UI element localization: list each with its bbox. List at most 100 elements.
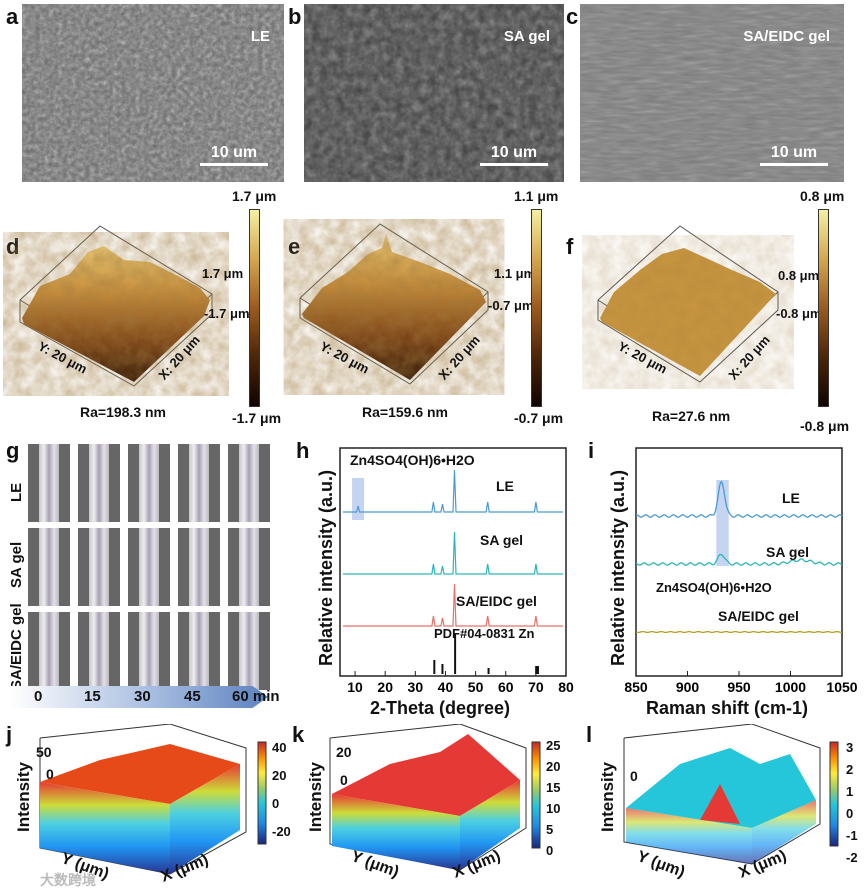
colorbar-max: 0.8 μm <box>800 188 845 204</box>
xrd-tick-label: 60 <box>498 679 514 695</box>
colorbar-min: -0.7 μm <box>514 410 564 426</box>
zinc-strip <box>189 612 209 690</box>
afm-ra: Ra=27.6 nm <box>652 408 731 424</box>
optical-cell <box>78 444 120 522</box>
sem-texture-sa-eidc <box>580 4 844 182</box>
raman-annotation: Zn4SO4(OH)6•H2O <box>656 580 772 595</box>
zinc-strip <box>189 528 209 606</box>
afm-ra: Ra=198.3 nm <box>80 404 166 420</box>
zinc-strip <box>239 444 259 522</box>
panel-label-k: k <box>292 722 305 747</box>
cbar-l-tick: -2 <box>846 850 858 865</box>
afm-surface-d <box>19 225 213 387</box>
optical-cell <box>178 444 220 522</box>
raman-frame <box>635 447 843 677</box>
optical-cell <box>128 444 170 522</box>
cbar-k-tick: 0 <box>546 843 554 858</box>
panel-label-l: l <box>586 722 593 747</box>
raman-map-l <box>623 724 839 865</box>
xrd-line-0 <box>343 469 563 513</box>
cbar-k-tick: 10 <box>546 801 561 816</box>
cbar-k-tick: 5 <box>546 822 554 837</box>
cbar-j-tick: 0 <box>272 796 280 811</box>
optical-cell <box>28 528 70 606</box>
optical-cell <box>178 612 220 690</box>
zinc-strip <box>189 444 209 522</box>
afm-z-top: 1.7 μm <box>202 266 244 281</box>
optical-cell <box>228 528 270 606</box>
zinc-strip <box>89 444 109 522</box>
xrd-tick-label: 30 <box>408 679 424 695</box>
map-k-zlabel-tick: 0 <box>340 772 348 788</box>
panel-label-j: j <box>6 722 13 747</box>
afm-colorbar <box>818 209 829 407</box>
time-label: 30 <box>134 688 151 705</box>
sem-texture-sa <box>304 4 564 182</box>
afm-z-bottom: -0.8 μm <box>776 306 822 321</box>
raman-line-0 <box>636 480 843 518</box>
cbar-k-tick: 20 <box>546 759 561 774</box>
xrd-highlight <box>352 478 365 520</box>
scale-bar: 10 um <box>200 144 268 166</box>
xrd-ylabel: Relative intensity (a.u.) <box>316 469 336 666</box>
optical-cell <box>78 612 120 690</box>
afm-z-bottom: -1.7 μm <box>204 306 250 321</box>
panel-label-g: g <box>6 438 20 463</box>
sem-title: SA/EIDC gel <box>743 28 830 45</box>
raman-tick-label: 950 <box>727 679 751 695</box>
xrd-line-1 <box>343 531 563 575</box>
xrd-ticks: 10 20 30 40 50 60 70 80 <box>347 671 574 695</box>
cbar-j-tick: 40 <box>272 740 287 755</box>
map-l-zlabel-tick: 0 <box>630 768 638 784</box>
xrd-tick-label: 70 <box>528 679 544 695</box>
optical-cell <box>228 444 270 522</box>
panel-label-c: c <box>566 4 579 29</box>
colorbar-min: -0.8 μm <box>800 418 850 434</box>
sem-image-sa-eidc-gel: SA/EIDC gel 10 um <box>580 4 844 182</box>
xrd-frame <box>339 447 567 677</box>
xrd-xlabel: 2-Theta (degree) <box>370 698 511 718</box>
raman-legend-sa: SA gel <box>766 544 810 560</box>
zinc-strip <box>239 612 259 690</box>
raman-ticks: 850 900 950 1000 1050 <box>624 671 858 695</box>
optical-cell <box>128 612 170 690</box>
xrd-annotation: Zn4SO4(OH)6•H2O <box>350 452 475 468</box>
afm-colorbar <box>531 209 542 407</box>
panel-label-a: a <box>6 4 19 29</box>
xrd-tick-label: 40 <box>438 679 454 695</box>
raman-ylabel: Relative intensity (a.u.) <box>608 469 628 666</box>
colorbar-min: -1.7 μm <box>232 410 282 426</box>
afm-ra: Ra=159.6 nm <box>362 404 448 420</box>
panel-label-e: e <box>288 234 301 259</box>
panel-label-d: d <box>6 234 20 259</box>
optical-cell <box>28 444 70 522</box>
cbar-k-tick: 25 <box>546 738 561 753</box>
colorbar-max: 1.7 μm <box>232 188 277 204</box>
optical-cell <box>78 528 120 606</box>
colorbar-j <box>257 741 267 845</box>
zinc-strip <box>139 444 159 522</box>
time-label: 60 min <box>232 688 280 705</box>
raman-maps <box>39 724 839 875</box>
colorbar-max: 1.1 μm <box>514 188 559 204</box>
time-label: 0 <box>34 688 43 705</box>
raman-line-1 <box>635 553 843 566</box>
xrd-tick-label: 10 <box>347 679 363 695</box>
scale-bar: 10 um <box>480 144 548 166</box>
watermark: 大数跨境 <box>40 872 96 888</box>
afm-colorbar <box>249 209 260 407</box>
raman-tick-label: 1000 <box>775 679 806 695</box>
raman-legend-le: LE <box>782 490 800 506</box>
map-j-zlabel: Intensity <box>14 762 33 832</box>
zinc-strip <box>39 528 59 606</box>
map-j-zlabel-tick: 0 <box>46 766 54 782</box>
sem-title: SA gel <box>503 28 550 45</box>
sem-image-sa-gel: SA gel 10 um <box>304 4 564 182</box>
xrd-tick-label: 20 <box>377 679 393 695</box>
optical-cell <box>178 528 220 606</box>
map-l-zlabel: Intensity <box>598 762 617 832</box>
xrd-series <box>343 469 563 674</box>
cbar-l-tick: -1 <box>846 828 858 843</box>
xrd-legend-pdf: PDF#04-0831 Zn <box>434 626 535 641</box>
zinc-strip <box>139 528 159 606</box>
